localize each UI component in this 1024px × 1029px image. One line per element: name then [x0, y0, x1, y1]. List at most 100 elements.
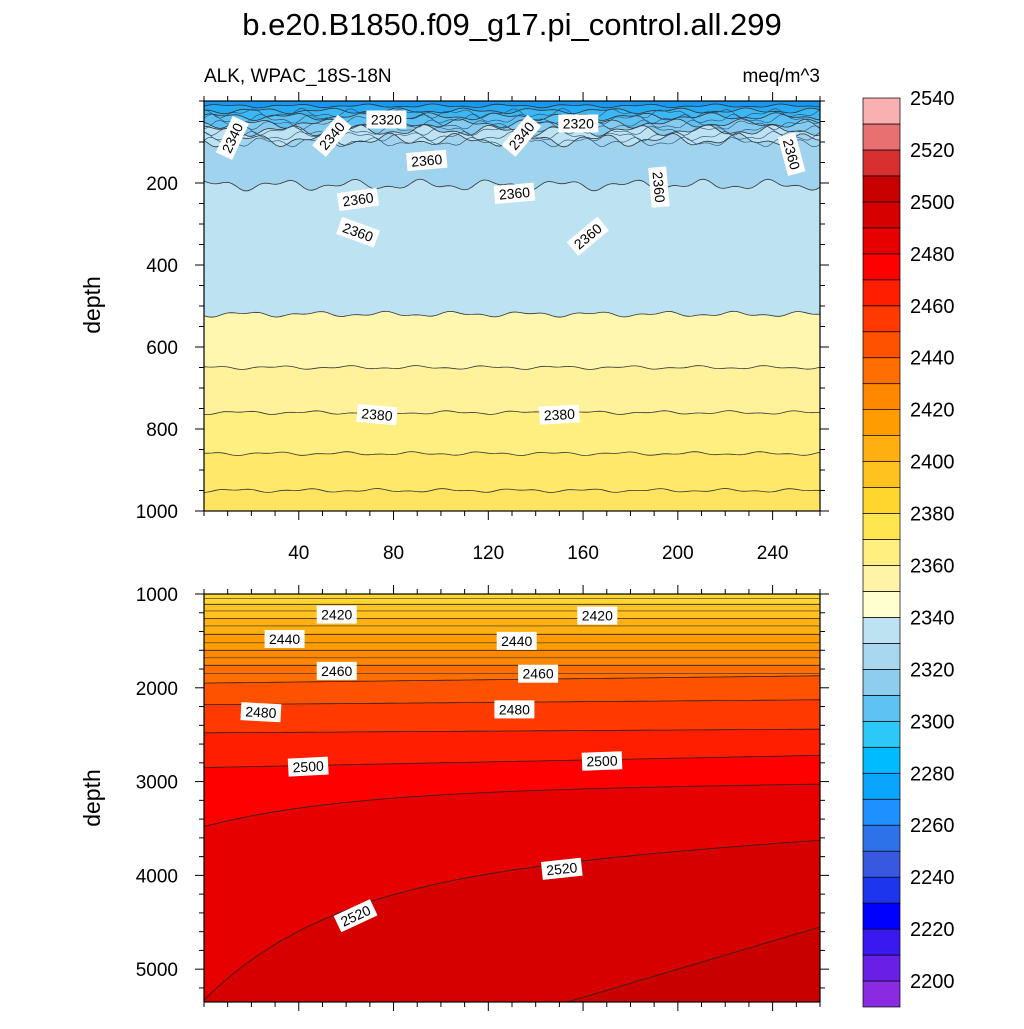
chart-title: b.e20.B1850.f09_g17.pi_control.all.299: [242, 7, 782, 42]
upper-band: [204, 311, 820, 370]
colorbar-label: 2440: [910, 348, 955, 370]
colorbar-swatch: [862, 331, 901, 359]
lower-contour-label-text: 2480: [499, 701, 530, 717]
upper-contour-line: [204, 178, 820, 192]
upper-contour-label-box: [405, 149, 448, 172]
colorbar-swatch: [862, 954, 901, 982]
lower-contour-label-text: 2480: [245, 703, 277, 721]
colorbar-label: 2220: [910, 919, 955, 941]
colorbar-label: 2380: [910, 504, 955, 526]
colorbar-swatch: [862, 435, 901, 462]
upper-band: [204, 365, 820, 415]
upper-contour-label-text: 2360: [410, 151, 443, 170]
lower-band: [204, 618, 820, 635]
upper-y-tick-label: 400: [146, 256, 178, 277]
lower-contour-line: [204, 839, 820, 1001]
lower-contour-label-box: [540, 857, 583, 880]
lower-y-tick-label: 5000: [136, 960, 178, 981]
colorbar-label: 2320: [910, 659, 955, 681]
upper-contour-label: 2360: [493, 182, 536, 205]
upper-contour-label: 2360: [336, 187, 380, 212]
lower-band: [204, 729, 820, 768]
upper-contour-line: [204, 113, 820, 125]
upper-x-tick-label: 200: [662, 543, 694, 564]
lower-contour-label-text: 2420: [321, 607, 352, 623]
lower-contour-label-text: 2440: [501, 633, 532, 649]
upper-contour-label-text: 2380: [361, 405, 394, 424]
colorbar-swatch: [862, 227, 901, 255]
lower-y-tick-label: 2000: [136, 679, 178, 700]
lower-contour-line: [204, 783, 820, 827]
colorbar-label: 2540: [910, 88, 955, 110]
lower-contour-label-text: 2500: [292, 758, 324, 776]
lower-contour-label-text: 2500: [586, 752, 618, 769]
colorbar-swatch: [862, 383, 901, 411]
lower-contour-label-box: [264, 630, 305, 648]
colorbar-swatch: [862, 539, 901, 566]
colorbar-swatch: [862, 746, 901, 774]
lower-panel: 2420 2420 2440 2440 2460 2460 2480 2480 2500 2500…: [136, 585, 829, 1011]
upper-contour-label-box: [566, 216, 609, 257]
colorbar-label: 2360: [910, 555, 955, 577]
colorbar-swatch: [862, 487, 901, 514]
lower-contour-label-box: [287, 756, 329, 777]
colorbar-label: 2260: [910, 815, 955, 837]
upper-contour-line: [204, 130, 820, 142]
colorbar-swatch: [862, 694, 901, 722]
lower-contour-label-text: 2520: [545, 859, 578, 878]
lower-band: [204, 665, 820, 684]
lower-contour-line: [204, 675, 820, 684]
upper-contour-label-box: [366, 110, 407, 129]
upper-contour-label-box: [215, 115, 250, 160]
upper-contour-label-text: 2380: [543, 406, 575, 424]
lower-contour-label-box: [494, 700, 535, 719]
upper-contour-line: [204, 125, 820, 136]
lower-contour-label-box: [316, 661, 357, 680]
upper-contour-label-box: [336, 187, 380, 212]
upper-contour-label-box: [558, 114, 599, 133]
upper-band: [204, 179, 820, 318]
upper-contour-label-text: 2360: [498, 184, 531, 203]
colorbar-swatch: [862, 643, 901, 670]
lower-contour-label: 2500: [581, 751, 623, 771]
upper-contour-label: 2320: [366, 110, 407, 129]
colorbar-swatch: [862, 461, 901, 488]
upper-contour-fill: [204, 101, 820, 511]
colorbar-swatch: [862, 305, 901, 333]
colorbar-swatch: [862, 669, 901, 696]
colorbar-label: 2200: [910, 971, 955, 993]
colorbar-label: 2240: [910, 867, 955, 889]
upper-contour-line: [204, 451, 820, 456]
upper-y-axis-label: depth: [79, 276, 105, 334]
upper-band: [204, 488, 820, 511]
upper-contour-line: [204, 108, 820, 119]
lower-contour-label: 2420: [316, 605, 357, 624]
upper-x-tick-label: 40: [288, 543, 309, 564]
lower-contour-line: [565, 926, 820, 1002]
colorbar-swatch: [862, 850, 901, 878]
lower-contour-label: 2460: [316, 661, 357, 680]
colorbar-swatch: [862, 97, 901, 125]
lower-band: [204, 604, 820, 619]
lower-y-axis-label: depth: [79, 769, 105, 827]
colorbar-swatch: [862, 928, 901, 956]
upper-contour-line: [204, 118, 820, 129]
lower-contour-label: 2480: [494, 700, 535, 719]
upper-contour-line: [204, 410, 820, 416]
subtitle-right: meq/m^3: [742, 66, 820, 87]
colorbar-swatch: [862, 617, 901, 644]
upper-contour-line: [204, 310, 820, 318]
upper-contour-label-text: 2320: [371, 112, 402, 128]
upper-x-tick-label: 160: [567, 543, 599, 564]
lower-contour-label: 2440: [264, 630, 305, 648]
colorbar-swatch: [862, 824, 901, 852]
colorbar-swatch: [862, 409, 901, 436]
colorbar-label: 2340: [910, 607, 955, 629]
lower-y-tick-label: 3000: [136, 773, 178, 794]
lower-contour-label: 2460: [518, 664, 559, 683]
lower-contour-line: [204, 728, 820, 734]
colorbar-swatch: [862, 798, 901, 826]
colorbar-swatch: [862, 720, 901, 748]
colorbar-label: 2460: [910, 296, 955, 318]
colorbar-swatch: [862, 279, 901, 307]
